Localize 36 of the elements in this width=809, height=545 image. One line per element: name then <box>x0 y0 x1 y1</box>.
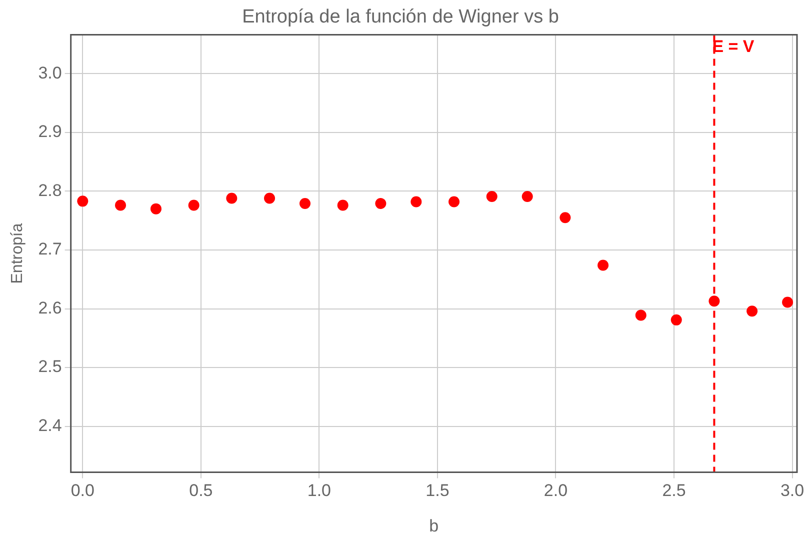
point <box>746 306 758 317</box>
y-tick-label: 3.0 <box>38 63 62 82</box>
x-tick-label: 1.5 <box>426 481 450 500</box>
x-tick-label: 1.0 <box>307 481 332 500</box>
y-axis-title: Entropía <box>9 223 26 284</box>
point <box>486 190 498 202</box>
point <box>598 260 609 271</box>
point <box>670 314 682 326</box>
chart-title: Entropía de la función de Wigner vs b <box>242 6 559 28</box>
y-tick-label: 2.5 <box>38 357 62 376</box>
point <box>226 192 238 204</box>
point <box>448 196 460 208</box>
point <box>77 196 88 207</box>
point <box>560 212 571 224</box>
point <box>150 203 162 214</box>
x-tick-label: 2.0 <box>544 481 568 500</box>
x-tick-label: 3.0 <box>780 481 804 500</box>
x-tick-label: 2.5 <box>662 481 686 500</box>
point <box>375 198 386 210</box>
y-tick-label: 2.7 <box>38 240 62 259</box>
point <box>635 310 646 321</box>
y-tick-label: 2.9 <box>38 122 62 142</box>
point <box>188 200 200 211</box>
y-tick-label: 2.4 <box>38 416 62 436</box>
x-tick-label: 0.0 <box>70 481 94 500</box>
point <box>782 296 794 308</box>
x-axis-title: b <box>429 516 439 536</box>
point <box>264 192 276 204</box>
point <box>410 196 422 208</box>
point <box>522 190 533 202</box>
point <box>337 200 348 211</box>
y-tick-label: 2.6 <box>38 298 62 318</box>
point <box>300 198 311 210</box>
point <box>115 200 126 211</box>
x-tick-label: 0.5 <box>189 481 213 500</box>
y-tick-label: 2.8 <box>38 180 62 200</box>
